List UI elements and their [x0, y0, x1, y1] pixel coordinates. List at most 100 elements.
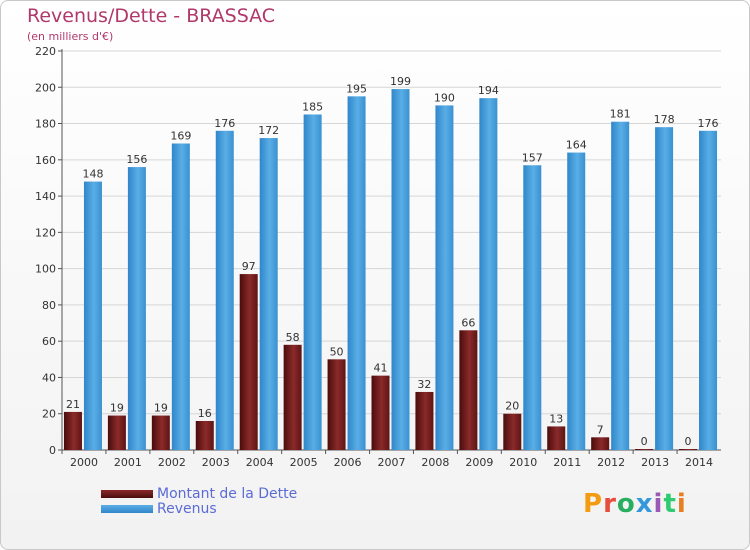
bar-dette	[459, 330, 478, 450]
legend: Montant de la Dette Revenus	[101, 487, 361, 517]
bar-dette	[151, 415, 170, 450]
x-tick-label: 2013	[641, 456, 669, 469]
bar-dette	[239, 274, 258, 450]
y-tick-label: 200	[35, 81, 56, 94]
bar-revenus	[259, 138, 278, 450]
x-tick-label: 2007	[378, 456, 406, 469]
bar-dette	[679, 449, 698, 450]
data-label-dette: 21	[66, 398, 80, 411]
x-tick-label: 2006	[334, 456, 362, 469]
data-label-revenus: 199	[390, 75, 411, 88]
data-label-dette: 7	[597, 423, 604, 436]
data-label-dette: 32	[417, 378, 431, 391]
bar-dette	[107, 415, 126, 450]
x-tick-label: 2008	[421, 456, 449, 469]
x-tick-label: 2010	[509, 456, 537, 469]
data-label-revenus: 156	[126, 153, 147, 166]
x-tick-label: 2000	[70, 456, 98, 469]
y-tick-label: 120	[35, 226, 56, 239]
data-label-revenus: 157	[522, 151, 543, 164]
logo-letter: o	[616, 489, 636, 519]
legend-item-revenus: Revenus	[101, 502, 361, 517]
data-label-dette: 50	[330, 345, 344, 358]
y-tick-label: 180	[35, 118, 56, 131]
data-label-dette: 0	[641, 435, 648, 448]
logo-letter: P	[583, 489, 604, 519]
data-label-dette: 66	[461, 316, 475, 329]
proxiti-logo: Proxiti	[583, 489, 687, 519]
chart-title: Revenus/Dette - BRASSAC	[27, 5, 276, 27]
logo-letter: t	[663, 489, 677, 519]
legend-swatch-dette	[101, 490, 153, 498]
bar-revenus	[611, 121, 630, 451]
logo-letter: x	[635, 489, 654, 519]
legend-label-revenus: Revenus	[157, 501, 217, 517]
bar-revenus	[83, 181, 102, 450]
bar-revenus	[523, 165, 542, 450]
data-label-dette: 20	[505, 400, 519, 413]
data-label-revenus: 190	[434, 91, 455, 104]
bar-revenus	[655, 127, 674, 450]
data-label-dette: 58	[286, 331, 300, 344]
bar-revenus	[479, 98, 498, 451]
data-label-revenus: 164	[566, 139, 587, 152]
bar-revenus	[215, 130, 234, 451]
x-tick-label: 2005	[290, 456, 318, 469]
legend-item-dette: Montant de la Dette	[101, 487, 361, 502]
data-label-dette: 19	[110, 402, 124, 415]
bar-revenus	[171, 143, 190, 450]
bar-dette	[547, 426, 566, 450]
data-labels: 21 148 19 156 19 169 16 176 97 172 58 185 50 195 41 199…	[66, 75, 719, 448]
bar-dette	[635, 449, 654, 450]
data-label-revenus: 195	[346, 82, 367, 95]
bar-revenus	[127, 167, 146, 450]
bar-dette	[591, 437, 610, 450]
logo-letter: i	[653, 489, 664, 519]
x-tick-label: 2012	[597, 456, 625, 469]
bar-revenus	[391, 89, 410, 450]
bar-dette	[415, 391, 434, 450]
data-label-revenus: 194	[478, 84, 499, 97]
data-label-dette: 16	[198, 407, 212, 420]
bars	[63, 89, 718, 451]
y-tick-label: 40	[42, 371, 56, 384]
chart-subtitle: (en milliers d'€)	[27, 30, 114, 43]
y-tick-label: 80	[42, 299, 56, 312]
data-label-revenus: 148	[82, 168, 103, 181]
bar-revenus	[435, 105, 454, 450]
data-label-revenus: 172	[258, 124, 279, 137]
x-tick-label: 2009	[465, 456, 493, 469]
bar-dette	[283, 344, 302, 450]
x-tick-label: 2003	[202, 456, 230, 469]
legend-swatch-revenus	[101, 505, 153, 513]
bar-dette	[371, 375, 390, 450]
y-tick-label: 140	[35, 190, 56, 203]
bar-revenus	[567, 152, 586, 450]
x-tick-label: 2004	[246, 456, 274, 469]
bar-revenus	[303, 114, 322, 451]
x-tick-label: 2001	[114, 456, 142, 469]
data-label-dette: 0	[685, 435, 692, 448]
y-tick-label: 20	[42, 408, 56, 421]
y-tick-label: 160	[35, 154, 56, 167]
y-tick-label: 60	[42, 335, 56, 348]
bar-dette	[195, 420, 214, 450]
data-label-dette: 13	[549, 412, 563, 425]
logo-letter: i	[676, 489, 687, 519]
data-label-dette: 97	[242, 260, 256, 273]
y-tick-label: 100	[35, 263, 56, 276]
data-label-revenus: 185	[302, 100, 323, 113]
x-tick-label: 2014	[685, 456, 713, 469]
logo-letter: r	[603, 489, 617, 519]
y-tick-label: 0	[49, 444, 56, 457]
bar-revenus	[347, 96, 366, 450]
data-label-revenus: 176	[214, 117, 235, 130]
data-label-revenus: 178	[654, 113, 675, 126]
data-label-dette: 19	[154, 402, 168, 415]
data-label-revenus: 169	[170, 129, 191, 142]
bar-dette	[503, 413, 522, 450]
bar-dette	[327, 359, 346, 450]
y-tick-label: 220	[35, 45, 56, 58]
bar-revenus	[699, 130, 718, 451]
